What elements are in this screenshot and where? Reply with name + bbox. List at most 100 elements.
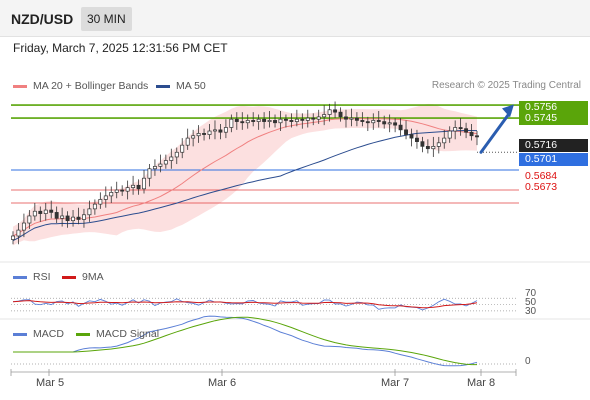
candle-body [174, 151, 179, 158]
candle-body [283, 118, 288, 121]
candle-body [152, 166, 157, 170]
candle-body [229, 118, 234, 128]
candle-body [322, 114, 327, 118]
candle-body [38, 210, 43, 214]
candle-body [278, 118, 283, 124]
legend-macd: MACD [13, 328, 64, 340]
candle-body [98, 199, 103, 205]
forecast-arrow [479, 110, 512, 154]
candle-body [191, 135, 196, 139]
candle-body [142, 177, 146, 190]
credit-text: Research © 2025 Trading Central [431, 80, 581, 91]
macd-line [13, 315, 478, 367]
candle-body [409, 134, 414, 139]
candle-body [87, 208, 92, 216]
rsi-tick-70: 70 [525, 288, 537, 299]
level-label-0.5745: 0.5745 [519, 112, 588, 125]
macd-panel [11, 315, 516, 367]
candle-body [27, 215, 32, 224]
forecast-arrowhead [502, 104, 514, 118]
rsi-swatch [13, 275, 27, 279]
candle-body [453, 127, 458, 132]
candle-body [234, 118, 239, 122]
candle-body [464, 128, 469, 133]
candle-body [273, 120, 277, 124]
macd-signal-swatch [76, 332, 90, 336]
legend-macd-signal: MACD Signal [76, 328, 159, 340]
candle-body [398, 124, 403, 131]
candle-body [404, 129, 408, 135]
candle-body [447, 130, 452, 139]
macd-label: MACD [33, 328, 64, 340]
candle-body [131, 184, 136, 188]
candle-body [393, 122, 398, 126]
candle-body [158, 163, 163, 167]
level-label-0.5756: 0.5756 [519, 101, 588, 114]
candle-body [16, 229, 21, 237]
legend-rsi: RSI [13, 271, 51, 283]
candle-body [103, 195, 108, 200]
ma50-line [12, 130, 478, 242]
candle-body [43, 209, 48, 214]
candle-body [114, 189, 119, 193]
candle-body [147, 168, 152, 179]
x-tick-mar8: Mar 8 [467, 377, 496, 389]
rsi-ma-label: 9MA [82, 271, 104, 283]
rsi-label: RSI [33, 271, 51, 283]
candle-body [163, 160, 168, 165]
candle-body [300, 118, 305, 121]
candle-body [442, 137, 447, 144]
price-panel [11, 101, 519, 246]
candle-body [76, 216, 81, 220]
candle-body [294, 118, 299, 122]
candle-body [365, 121, 370, 124]
candle-body [60, 215, 65, 219]
timeframe-badge[interactable]: 30 MIN [81, 7, 132, 31]
ma50-label: MA 50 [176, 80, 206, 92]
ma20-swatch [13, 84, 27, 88]
macd-zero-tick: 0 [525, 356, 531, 367]
candle-body [71, 216, 75, 222]
x-tick-mar7: Mar 7 [381, 377, 410, 389]
candle-body [382, 121, 387, 125]
candle-body [371, 120, 376, 124]
macd-signal-line [13, 316, 477, 366]
candle-body [207, 130, 212, 135]
candle-body [240, 121, 245, 124]
rsi-ma-line [12, 300, 478, 309]
candle-body [54, 212, 59, 219]
x-tick-mar6: Mar 6 [208, 377, 237, 389]
candle-body [213, 129, 217, 132]
candle-body [376, 120, 381, 122]
x-tick-mar5: Mar 5 [36, 377, 65, 389]
ma20-label: MA 20 + Bollinger Bands [33, 80, 149, 92]
candle-body [458, 127, 463, 130]
rsi-tick-50: 50 [525, 297, 537, 308]
ma20-line [12, 118, 478, 237]
candle-body [218, 129, 223, 133]
candle-body [420, 141, 425, 147]
candle-body [436, 142, 441, 147]
candle-body [180, 144, 185, 153]
macd-signal-label: MACD Signal [96, 328, 160, 340]
macd-swatch [13, 332, 27, 336]
candle-body [262, 118, 267, 122]
candle-body [425, 146, 430, 150]
candle-body [354, 117, 359, 121]
candle-body [360, 120, 365, 122]
candle-body [21, 222, 26, 231]
candle-body [305, 117, 310, 121]
candle-body [387, 122, 392, 125]
legend-rsi-ma: 9MA [62, 271, 104, 283]
candle-body [349, 117, 354, 120]
candle-body [202, 133, 207, 135]
level-label-0.5716: 0.5716 [519, 139, 588, 152]
candle-body [267, 120, 272, 122]
candle-body [316, 116, 321, 120]
level-label-0.5684: 0.5684 [525, 170, 558, 182]
level-label-0.5673: 0.5673 [525, 181, 558, 193]
top-bar: NZD/USD 30 MIN [0, 0, 590, 37]
candle-body [327, 109, 332, 115]
bollinger-band [13, 103, 477, 246]
